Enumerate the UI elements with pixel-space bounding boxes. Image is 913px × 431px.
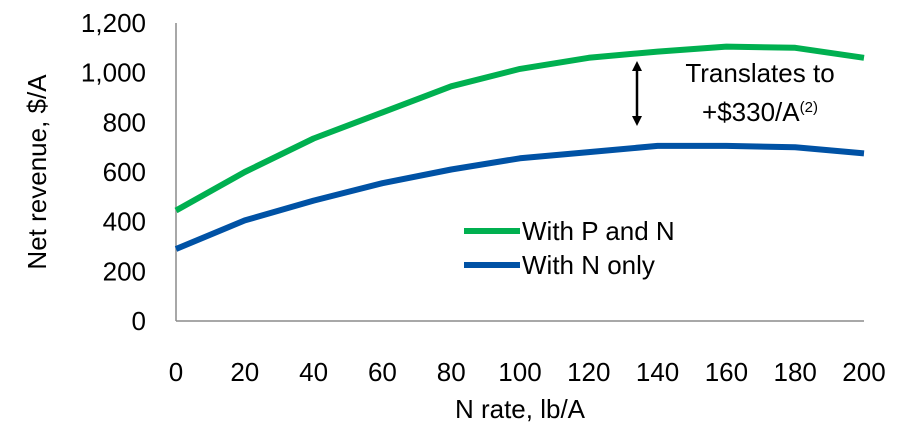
annotation-line-2: +$330/A(2) <box>702 97 818 127</box>
x-tick-label: 20 <box>230 357 259 387</box>
annotation-amount: +$330/A <box>702 97 800 127</box>
y-tick-label: 400 <box>103 207 146 237</box>
y-tick-label: 0 <box>132 306 146 336</box>
x-tick-label: 200 <box>842 357 885 387</box>
x-tick-label: 60 <box>368 357 397 387</box>
annotation-line-1: Translates to <box>685 58 834 88</box>
difference-annotation: Translates to +$330/A(2) <box>632 58 835 127</box>
x-tick-label: 80 <box>437 357 466 387</box>
legend: With P and N With N only <box>464 216 675 280</box>
series-line-with-n-only <box>174 142 865 252</box>
x-tick-label: 0 <box>169 357 183 387</box>
y-tick-label: 1,200 <box>81 8 146 38</box>
y-tick-label: 600 <box>103 157 146 187</box>
y-tick-label: 800 <box>103 107 146 137</box>
x-tick-label: 100 <box>498 357 541 387</box>
legend-label: With P and N <box>522 216 675 246</box>
x-tick-label: 40 <box>299 357 328 387</box>
series-lines <box>174 43 865 252</box>
x-tick-labels: 0 20 40 60 80 100 120 140 160 180 200 <box>169 357 886 387</box>
x-tick-label: 180 <box>774 357 817 387</box>
annotation-footnote-ref: (2) <box>800 99 818 116</box>
series-line-with-p-and-n <box>174 43 865 214</box>
y-tick-label: 200 <box>103 256 146 286</box>
x-tick-label: 160 <box>705 357 748 387</box>
legend-label: With N only <box>522 250 655 280</box>
axes <box>175 23 864 322</box>
y-tick-label: 1,000 <box>81 58 146 88</box>
x-axis-title: N rate, lb/A <box>455 394 586 424</box>
x-tick-label: 120 <box>567 357 610 387</box>
x-tick-label: 140 <box>636 357 679 387</box>
y-tick-labels: 0 200 400 600 800 1,000 1,200 <box>81 8 146 336</box>
y-axis-title: Net revenue, $/A <box>22 74 52 270</box>
